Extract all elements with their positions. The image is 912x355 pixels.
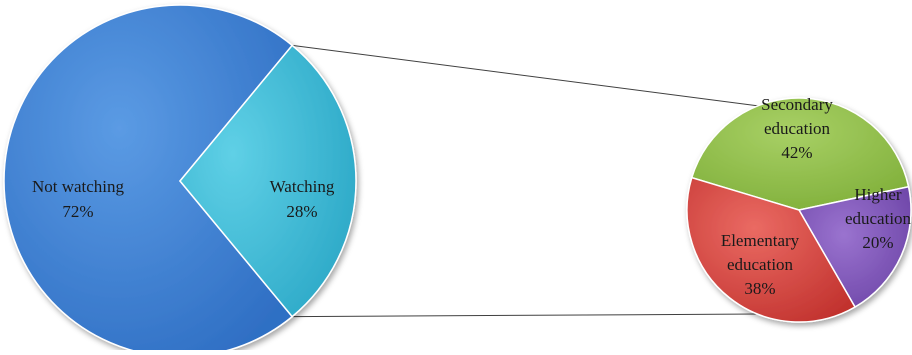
connector-line-bottom bbox=[292, 313, 760, 318]
label-elementary-education-percent: 38% bbox=[744, 279, 775, 298]
label-watching-percent: 28% bbox=[286, 202, 317, 221]
label-secondary-education-label: Secondary bbox=[761, 95, 833, 114]
label-secondary-education-label: education bbox=[764, 119, 831, 138]
label-elementary-education-label: education bbox=[727, 255, 794, 274]
pie-slice-elementary-education bbox=[686, 176, 857, 323]
label-not-watching-label: Not watching bbox=[32, 177, 125, 196]
pie-slice-higher-education bbox=[797, 185, 912, 309]
connector-lines bbox=[292, 44, 760, 318]
data-labels: Not watching 72% Watching 28% Secondary educa… bbox=[32, 95, 912, 298]
label-higher-education-percent: 20% bbox=[862, 233, 893, 252]
main-pie bbox=[3, 4, 357, 355]
pie-slice-not-watching bbox=[3, 4, 294, 355]
connector-line-top bbox=[292, 44, 760, 107]
label-higher-education-label: education bbox=[845, 209, 912, 228]
pie-slice-watching bbox=[179, 44, 357, 318]
label-watching-label: Watching bbox=[270, 177, 335, 196]
breakdown-pie bbox=[686, 97, 912, 323]
pie-slice-secondary-education bbox=[690, 97, 910, 211]
label-higher-education-label: Higher bbox=[854, 185, 902, 204]
label-not-watching-percent: 72% bbox=[62, 202, 93, 221]
label-elementary-education-label: Elementary bbox=[721, 231, 800, 250]
label-secondary-education-percent: 42% bbox=[781, 143, 812, 162]
